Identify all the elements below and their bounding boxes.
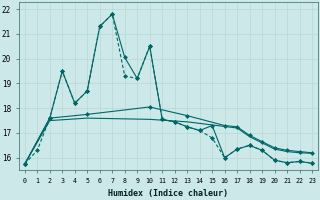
X-axis label: Humidex (Indice chaleur): Humidex (Indice chaleur) [108, 189, 228, 198]
